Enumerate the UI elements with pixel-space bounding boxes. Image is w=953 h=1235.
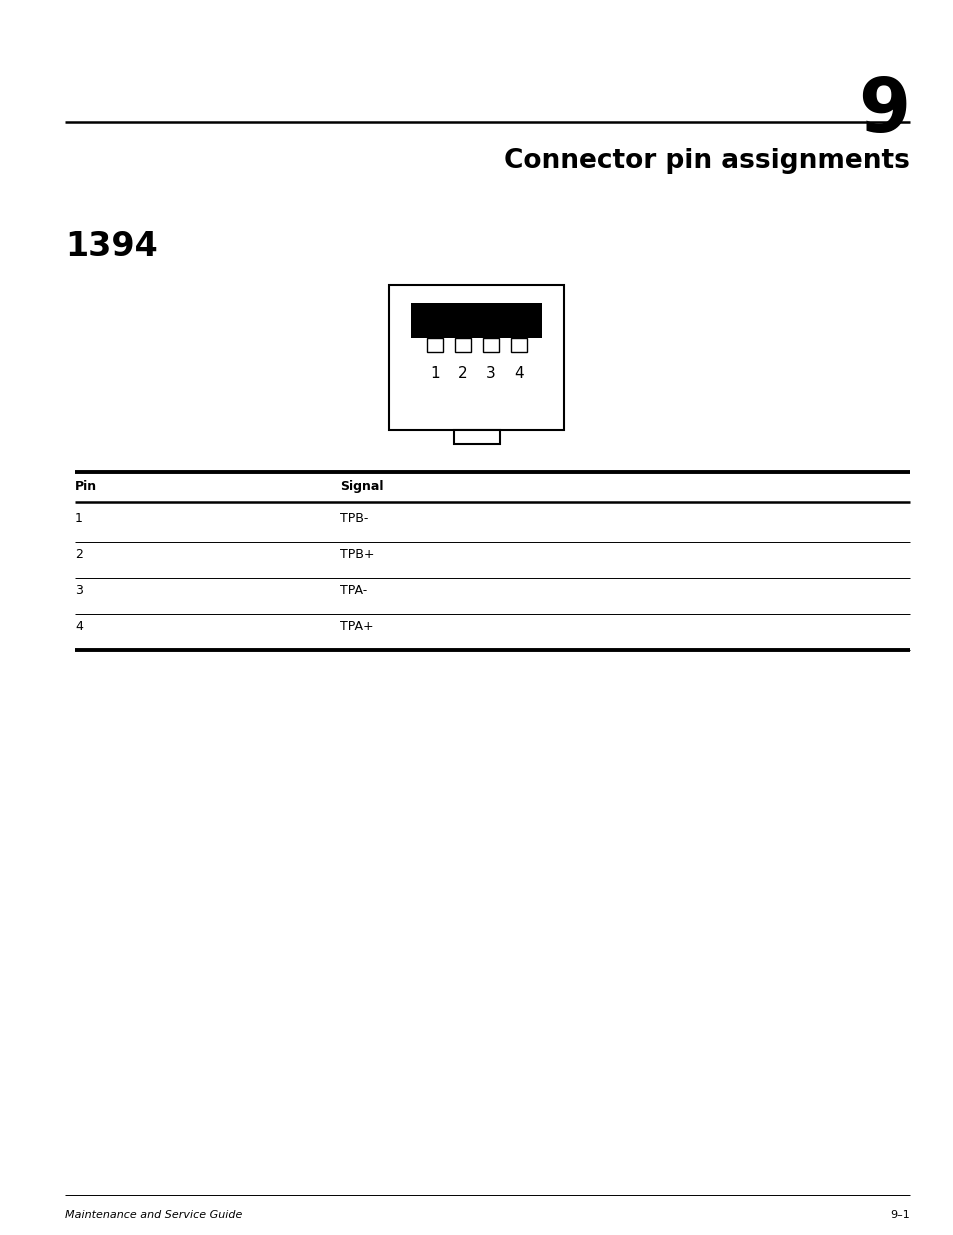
Bar bbox=[511, 338, 526, 352]
Text: 3: 3 bbox=[486, 366, 496, 382]
Text: Signal: Signal bbox=[339, 480, 383, 493]
Text: 1394: 1394 bbox=[65, 230, 157, 263]
Text: TPA+: TPA+ bbox=[339, 620, 374, 634]
Text: Connector pin assignments: Connector pin assignments bbox=[503, 148, 909, 174]
Text: 4: 4 bbox=[514, 366, 523, 382]
Bar bbox=[455, 338, 471, 352]
Text: 9: 9 bbox=[857, 75, 909, 148]
Text: 4: 4 bbox=[75, 620, 83, 634]
Text: TPA-: TPA- bbox=[339, 584, 367, 597]
Text: TPB+: TPB+ bbox=[339, 548, 375, 561]
Bar bbox=[482, 338, 498, 352]
Text: 3: 3 bbox=[75, 584, 83, 597]
Text: Pin: Pin bbox=[75, 480, 97, 493]
Text: Maintenance and Service Guide: Maintenance and Service Guide bbox=[65, 1210, 242, 1220]
Text: 2: 2 bbox=[457, 366, 467, 382]
Bar bbox=[389, 285, 564, 430]
Text: 2: 2 bbox=[75, 548, 83, 561]
Text: 1: 1 bbox=[75, 513, 83, 525]
Text: 1: 1 bbox=[430, 366, 439, 382]
Bar bbox=[427, 338, 442, 352]
Bar bbox=[454, 430, 499, 445]
Text: TPB-: TPB- bbox=[339, 513, 368, 525]
Text: 9–1: 9–1 bbox=[889, 1210, 909, 1220]
Bar bbox=[411, 303, 542, 338]
